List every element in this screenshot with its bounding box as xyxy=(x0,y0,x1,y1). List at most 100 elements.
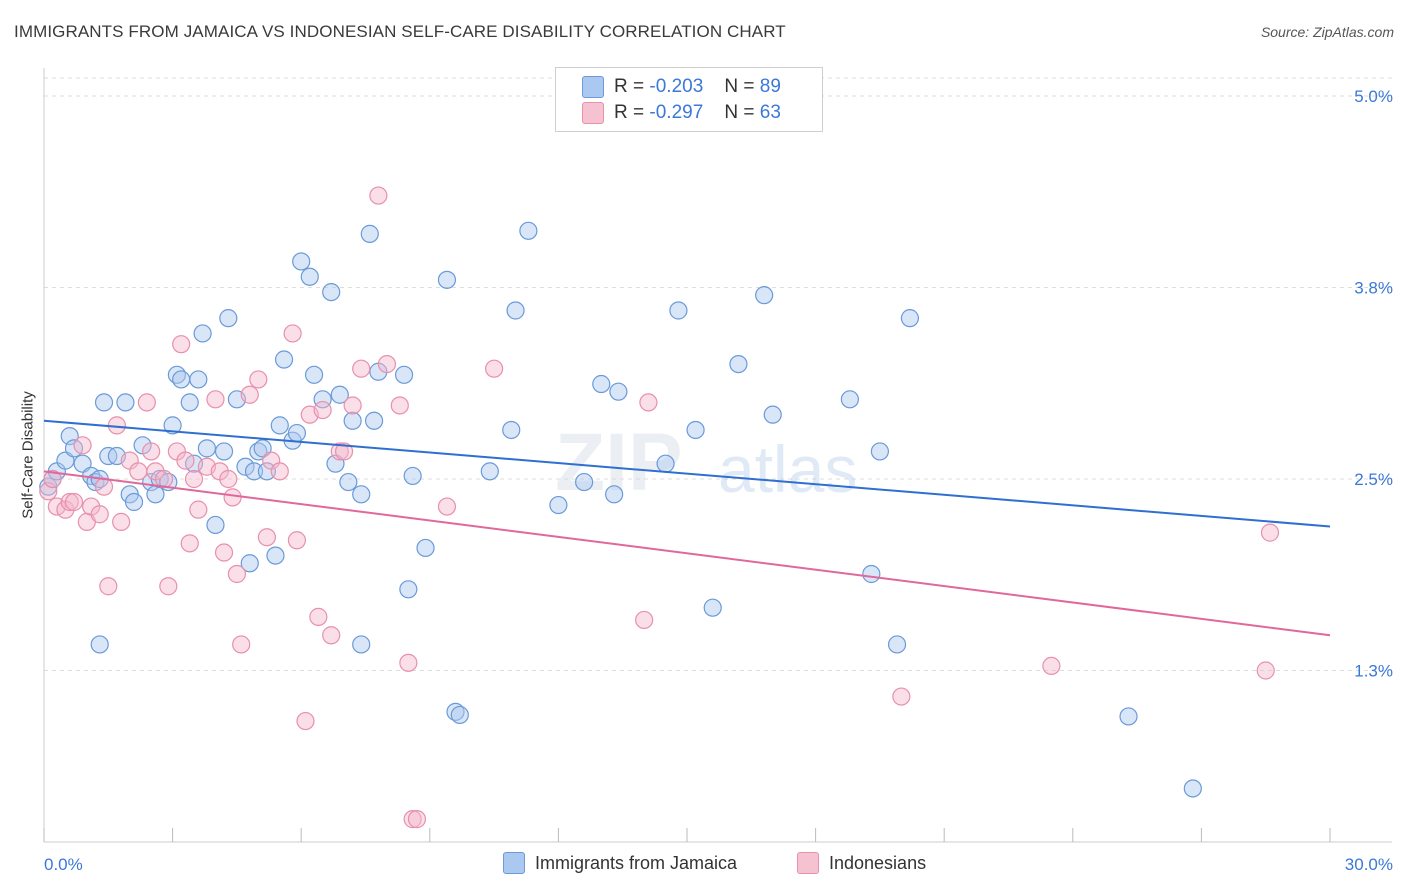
y-tick-label: 1.3% xyxy=(1354,662,1393,681)
data-point xyxy=(270,462,289,481)
legend-label-indonesians: Indonesians xyxy=(829,852,927,873)
data-point xyxy=(257,528,277,547)
data-point xyxy=(334,442,354,461)
y-tick-label: 5.0% xyxy=(1354,87,1393,106)
data-point xyxy=(94,393,114,412)
n-value: 63 xyxy=(759,102,781,123)
data-point xyxy=(437,497,457,516)
data-point xyxy=(352,359,371,378)
data-point xyxy=(502,420,521,440)
r-label: R = xyxy=(614,76,645,97)
r-value: -0.297 xyxy=(649,102,704,123)
n-label: N = xyxy=(724,102,755,123)
n-value: 89 xyxy=(759,76,781,97)
data-point xyxy=(163,416,182,435)
y-tick-label: 2.5% xyxy=(1354,470,1393,489)
data-point xyxy=(223,488,242,507)
data-point xyxy=(377,355,397,374)
data-point xyxy=(240,554,259,573)
data-point xyxy=(403,466,422,486)
data-point xyxy=(635,610,654,630)
data-point xyxy=(184,469,204,489)
data-point xyxy=(270,416,289,435)
data-point xyxy=(322,626,341,645)
data-point xyxy=(313,400,332,420)
data-point xyxy=(330,385,349,404)
data-point xyxy=(197,439,216,458)
x-tick-label: 30.0% xyxy=(1345,855,1393,874)
data-point xyxy=(116,393,135,412)
legend-item-jamaica: Immigrants from Jamaica xyxy=(503,852,737,874)
data-point xyxy=(639,393,658,412)
data-point xyxy=(189,370,208,389)
data-point xyxy=(287,423,307,443)
y-tick-label: 3.8% xyxy=(1354,279,1393,298)
data-point xyxy=(364,411,384,430)
data-point xyxy=(309,607,328,626)
legend-swatch-jamaica xyxy=(503,852,525,874)
data-point xyxy=(892,687,911,706)
grid-lines xyxy=(44,77,1392,671)
data-point xyxy=(193,324,212,343)
watermark: ZIP atlas xyxy=(555,417,857,508)
watermark-zip: ZIP xyxy=(555,417,683,508)
data-point xyxy=(485,359,504,378)
data-point xyxy=(214,543,234,562)
data-point xyxy=(416,538,435,558)
data-point xyxy=(1183,779,1202,798)
data-point xyxy=(313,390,332,409)
data-point xyxy=(112,512,131,531)
data-point xyxy=(283,324,302,343)
data-point xyxy=(43,469,62,489)
data-point xyxy=(330,442,349,461)
data-point xyxy=(287,531,307,550)
data-point xyxy=(64,492,84,512)
data-point xyxy=(437,270,457,289)
data-point xyxy=(266,546,285,565)
data-point xyxy=(394,365,414,384)
data-point xyxy=(137,393,156,412)
r-value: -0.203 xyxy=(649,76,704,97)
data-point xyxy=(763,405,782,424)
data-point xyxy=(73,436,92,455)
data-point xyxy=(189,500,208,519)
data-point xyxy=(206,515,225,535)
data-point xyxy=(703,598,722,617)
data-point xyxy=(407,810,427,829)
axes xyxy=(43,68,1392,843)
data-point xyxy=(322,282,341,302)
data-point xyxy=(236,457,255,476)
data-point xyxy=(339,472,358,492)
data-point xyxy=(1119,707,1138,726)
data-point xyxy=(90,505,109,524)
data-point xyxy=(146,485,165,504)
data-point xyxy=(390,396,409,415)
data-point xyxy=(605,485,624,504)
data-point xyxy=(60,492,79,512)
data-point xyxy=(686,420,705,440)
data-point xyxy=(399,653,418,672)
trend-lines xyxy=(43,419,1331,637)
stats-legend: R = -0.203 N = 89 R = -0.297 N = 63 xyxy=(555,67,823,132)
series-legend: Immigrants from Jamaica Indonesians xyxy=(0,852,1406,876)
data-point xyxy=(656,454,675,473)
data-point xyxy=(343,396,362,415)
data-point xyxy=(549,495,568,515)
data-point xyxy=(403,810,422,829)
watermark-atlas: atlas xyxy=(718,432,857,506)
data-point xyxy=(1042,656,1061,676)
r-label: R = xyxy=(614,102,645,123)
data-point xyxy=(862,564,881,584)
data-point xyxy=(159,577,178,596)
data-point xyxy=(219,469,238,489)
legend-swatch-indonesians xyxy=(797,852,819,874)
data-point xyxy=(172,370,191,389)
data-point xyxy=(729,355,748,374)
data-point xyxy=(142,442,161,461)
data-point xyxy=(592,374,611,394)
data-point xyxy=(232,635,251,654)
data-point xyxy=(900,309,920,328)
data-point xyxy=(180,393,199,412)
series-jamaica-points xyxy=(39,221,1202,798)
